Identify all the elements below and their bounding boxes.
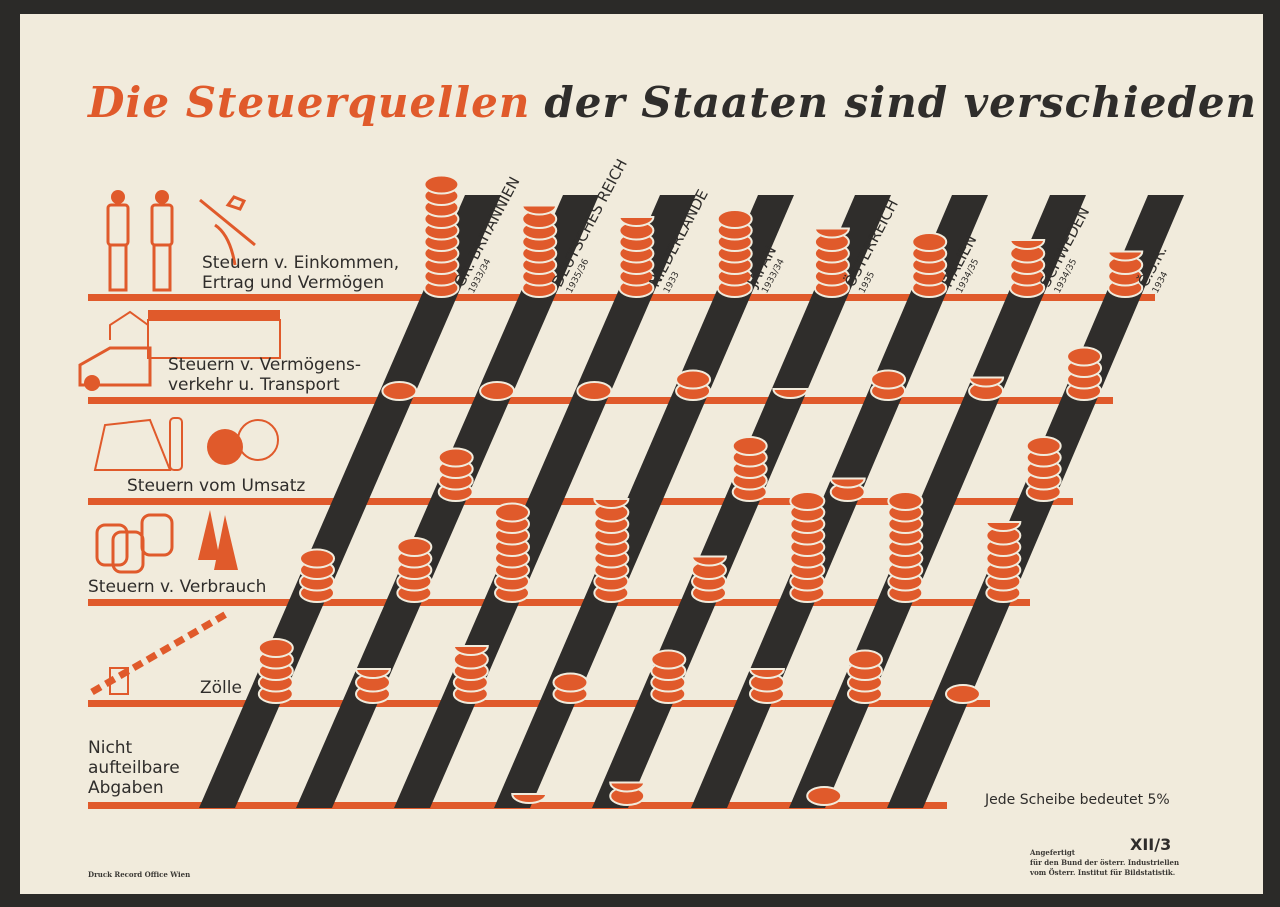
coin bbox=[789, 491, 826, 511]
coin bbox=[423, 174, 460, 195]
coin bbox=[479, 381, 516, 401]
coin bbox=[650, 649, 687, 670]
category-label-consumption: Steuern v. Verbrauch bbox=[88, 577, 267, 597]
workers-icon bbox=[108, 243, 128, 292]
coin bbox=[846, 649, 883, 670]
goods-icon bbox=[207, 429, 243, 465]
half-coin bbox=[691, 555, 728, 567]
workers-icon bbox=[150, 203, 174, 247]
workers-icon bbox=[111, 190, 125, 204]
category-label-income: Steuern v. Einkommen, Ertrag und Vermöge… bbox=[202, 253, 400, 293]
half-coin bbox=[452, 645, 489, 656]
category-label-customs: Zölle bbox=[200, 678, 242, 698]
coin bbox=[257, 638, 294, 658]
half-coin bbox=[354, 668, 391, 679]
workers-icon bbox=[152, 243, 172, 292]
half-coin bbox=[609, 781, 646, 793]
barrels-icon bbox=[198, 510, 238, 570]
plate-code: XII/3 bbox=[1130, 835, 1172, 854]
coin bbox=[299, 548, 336, 569]
workers-icon bbox=[199, 195, 256, 266]
category-baseline bbox=[88, 498, 1073, 505]
coin bbox=[1025, 436, 1062, 456]
coin bbox=[731, 436, 768, 456]
workers-icon bbox=[155, 190, 169, 204]
coin bbox=[552, 672, 589, 693]
building-truck-icon bbox=[109, 310, 149, 340]
half-coin bbox=[772, 388, 809, 399]
half-coin bbox=[813, 227, 850, 239]
barrels-icon bbox=[140, 513, 174, 557]
category-label-other: Nicht aufteilbare Abgaben bbox=[88, 738, 180, 798]
toll-barrier-icon bbox=[109, 667, 129, 695]
legend-note: Jede Scheibe bedeutet 5% bbox=[985, 792, 1170, 808]
coin bbox=[675, 369, 712, 390]
category-baseline bbox=[88, 700, 990, 707]
workers-icon bbox=[106, 203, 130, 247]
half-coin bbox=[985, 521, 1022, 532]
half-coin bbox=[1009, 239, 1046, 250]
half-coin bbox=[968, 376, 1005, 388]
half-coin bbox=[511, 793, 548, 804]
coin bbox=[437, 447, 474, 468]
coin bbox=[381, 381, 418, 401]
country-bar bbox=[691, 195, 988, 808]
title-part-1: Die Steuerquellen bbox=[88, 78, 531, 127]
half-coin bbox=[618, 216, 655, 227]
coin bbox=[1066, 346, 1103, 367]
toll-barrier-icon bbox=[90, 609, 230, 696]
credit-text: Angefertigt für den Bund der österr. Ind… bbox=[1030, 848, 1180, 877]
goods-icon bbox=[169, 417, 183, 471]
coin bbox=[887, 491, 924, 511]
chart-title: Die Steuerquellen der Staaten sind versch… bbox=[88, 78, 1257, 127]
goods-icon bbox=[237, 419, 279, 461]
half-coin bbox=[521, 204, 558, 216]
half-coin bbox=[1107, 250, 1144, 262]
title-part-2: der Staaten sind verschieden bbox=[544, 78, 1258, 127]
building-truck-icon bbox=[84, 375, 100, 391]
country-bar bbox=[296, 195, 599, 808]
coin bbox=[870, 369, 907, 390]
coin bbox=[716, 209, 753, 229]
building-truck-icon bbox=[148, 310, 280, 320]
goods-icon bbox=[93, 418, 172, 471]
half-coin bbox=[593, 498, 630, 509]
building-truck-icon bbox=[147, 319, 281, 359]
half-coin bbox=[829, 477, 866, 489]
country-bar bbox=[494, 195, 794, 808]
building-truck-icon bbox=[78, 346, 152, 387]
category-label-sales: Steuern vom Umsatz bbox=[127, 476, 306, 496]
category-label-transport: Steuern v. Vermögens- verkehr u. Transpo… bbox=[168, 355, 362, 395]
coin bbox=[576, 381, 613, 401]
category-baseline bbox=[88, 599, 1030, 606]
coin bbox=[911, 232, 948, 252]
half-coin bbox=[748, 668, 785, 679]
coin bbox=[806, 786, 843, 806]
coin bbox=[396, 537, 433, 557]
printer-text: Druck Record Office Wien bbox=[88, 870, 191, 879]
coin bbox=[494, 502, 531, 523]
coin bbox=[944, 684, 981, 704]
country-bar bbox=[887, 195, 1184, 808]
